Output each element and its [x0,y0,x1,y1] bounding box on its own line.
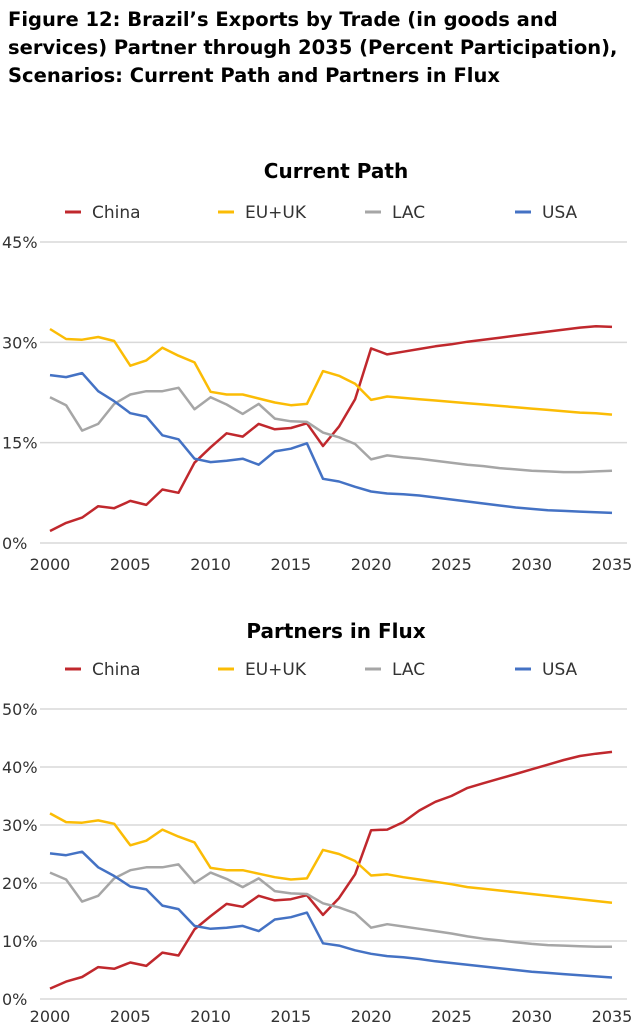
x-tick-label: 2035 [592,555,633,574]
y-tick-label: 0% [2,990,27,1009]
legend-label: China [92,660,141,680]
legend-label: LAC [392,203,425,223]
y-tick-label: 30% [2,333,38,352]
legend-label: China [92,203,141,223]
legend-label: USA [542,203,578,223]
series-line-china [49,325,613,533]
legend-label: USA [542,660,578,680]
legend-label: EU+UK [245,660,307,680]
legend-label: EU+UK [245,203,307,223]
y-tick-label: 50% [2,700,38,719]
chart-0: Current Path China EU+UK LAC USA 0% 15% 30% 45% 2… [2,159,632,574]
chart-title: Current Path [264,159,408,183]
x-tick-label: 2005 [110,555,151,574]
x-tick-label: 2000 [30,555,71,574]
x-tick-label: 2020 [351,1007,392,1024]
y-tick-label: 40% [2,758,38,777]
figure-title: Figure 12: Brazil’s Exports by Trade (in… [8,8,618,87]
x-tick-label: 2035 [592,1007,633,1024]
series-line-euuk [49,812,613,904]
series-line-euuk [49,327,613,416]
y-tick-label: 30% [2,816,38,835]
x-tick-label: 2030 [511,1007,552,1024]
chart-1: Partners in Flux China EU+UK LAC USA 0% 10% 20%… [2,619,632,1024]
x-tick-label: 2025 [431,1007,472,1024]
x-tick-label: 2015 [270,1007,311,1024]
series-line-lac [49,863,612,949]
y-tick-label: 45% [2,233,38,252]
x-tick-label: 2010 [190,1007,231,1024]
x-tick-label: 2005 [110,1007,151,1024]
series-line-usa [49,850,613,979]
x-tick-label: 2015 [270,555,311,574]
x-tick-label: 2000 [30,1007,71,1024]
series-line-lac [49,386,613,474]
x-tick-label: 2020 [351,555,392,574]
x-tick-label: 2010 [190,555,231,574]
x-tick-label: 2030 [511,555,552,574]
series-line-usa [49,371,613,515]
y-tick-label: 15% [2,434,38,453]
y-tick-label: 10% [2,932,38,951]
y-tick-label: 20% [2,874,38,893]
legend-label: LAC [392,660,425,680]
chart-title: Partners in Flux [246,619,425,643]
x-tick-label: 2025 [431,555,472,574]
y-tick-label: 0% [2,534,27,553]
